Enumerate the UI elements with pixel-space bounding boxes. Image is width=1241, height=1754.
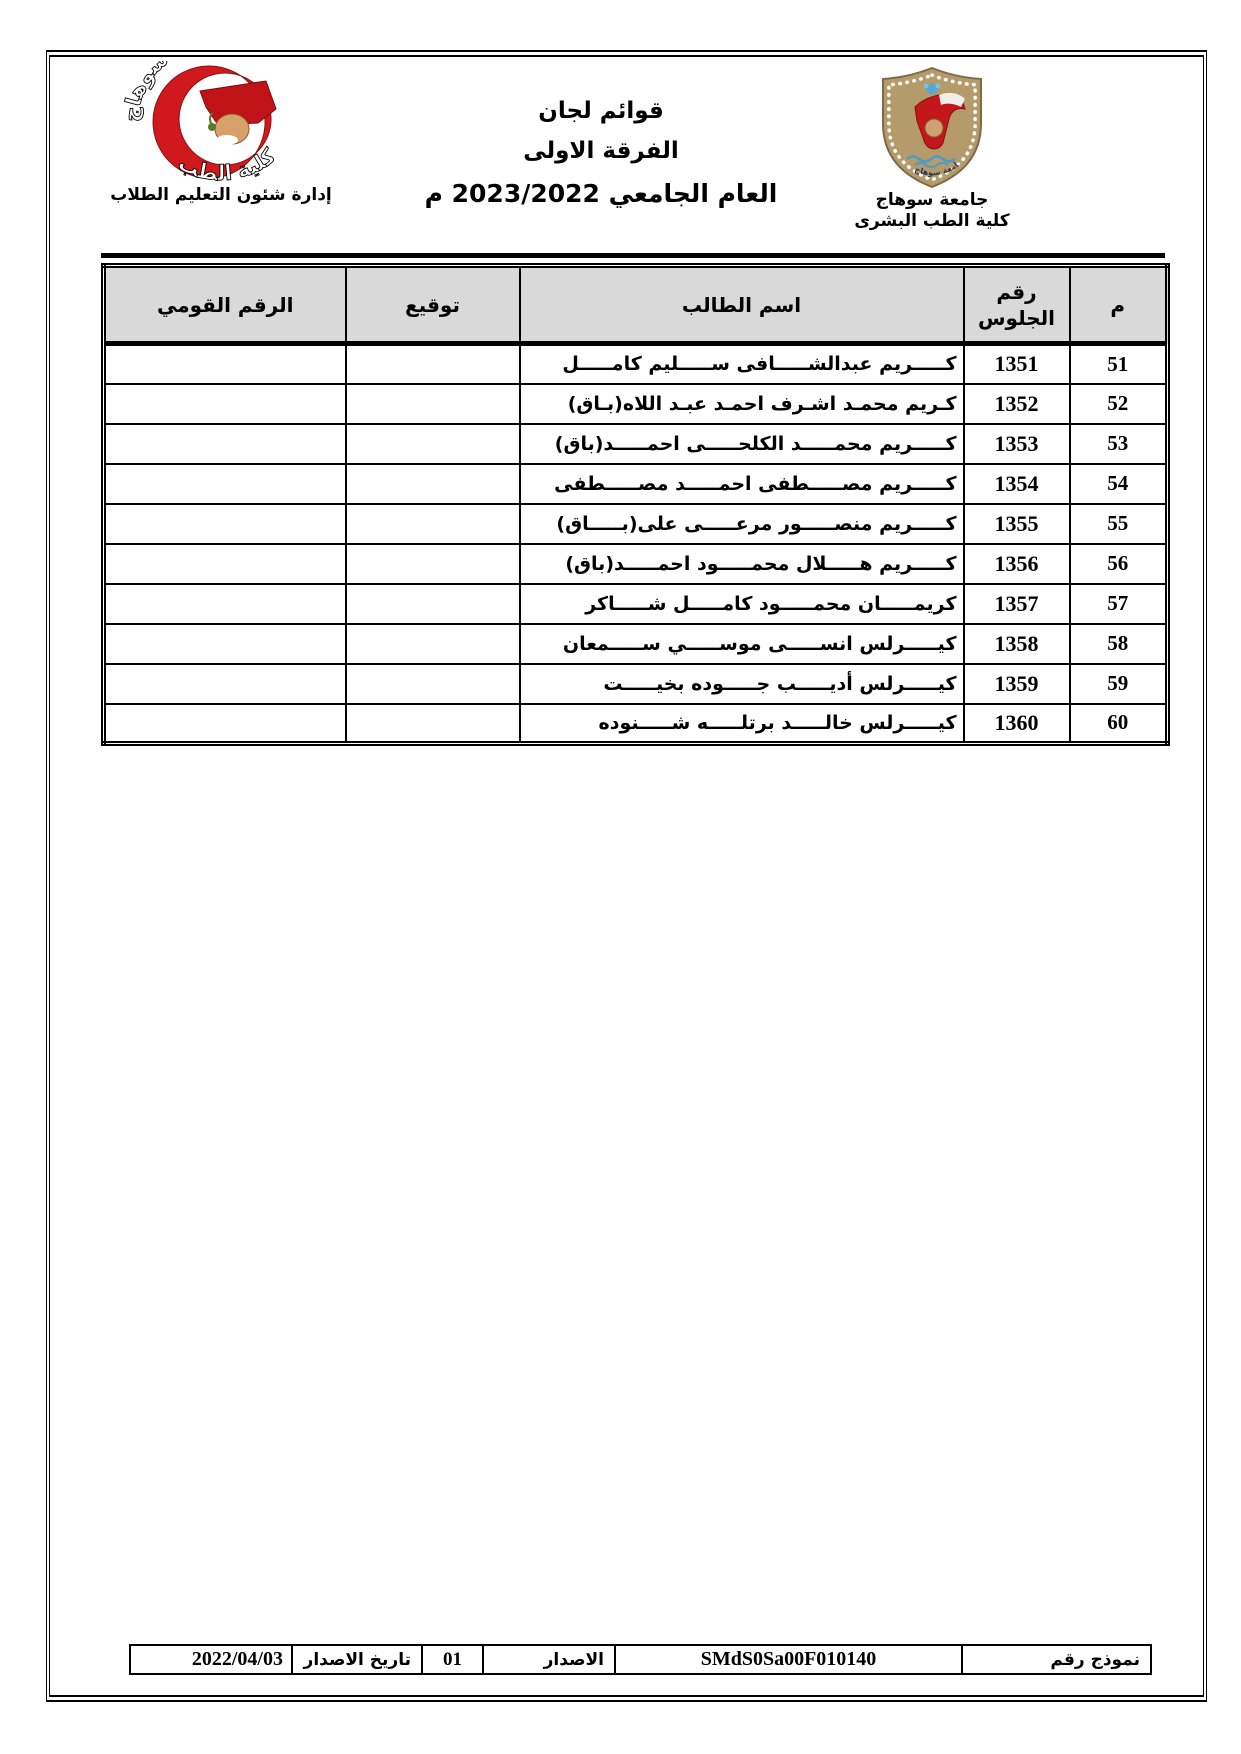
national-id-cell	[102, 342, 347, 385]
seat-number: 1360	[962, 702, 1071, 745]
signature-cell	[344, 622, 521, 665]
footer-row: نموذج رقم SMdS0Sa00F010140 الاصدار 01 تا…	[129, 1644, 1152, 1675]
seat-number: 1352	[962, 382, 1071, 425]
table-row: 52 1352 كـريم محمـد اشـرف احمـد عبـد الل…	[102, 382, 1169, 425]
national-id-cell	[102, 582, 347, 625]
student-name: كيـــــرلس خالـــــد برتلـــــه شـــــنو…	[518, 702, 965, 745]
national-id-cell	[102, 502, 347, 545]
row-index: 52	[1068, 382, 1169, 425]
issue-label: الاصدار	[482, 1644, 616, 1675]
form-code-value: SMdS0Sa00F010140	[614, 1644, 963, 1675]
signature-cell	[344, 422, 521, 465]
signature-cell	[344, 542, 521, 585]
university-name-caption: جامعة سوهاج	[875, 190, 989, 210]
signature-cell	[344, 582, 521, 625]
signature-cell	[344, 702, 521, 745]
faculty-crescent-logo-icon: جامعة سوهاج كلية الطب	[124, 61, 280, 183]
signature-cell	[344, 462, 521, 505]
student-name: كـــــريم منصـــــور مرعـــــى على(بــــ…	[518, 502, 965, 545]
national-id-cell	[102, 662, 347, 705]
faculty-logo-block: جامعة سوهاج كلية الطب إدارة شئون التعليم…	[81, 61, 361, 205]
row-index: 57	[1068, 582, 1169, 625]
header-separator-rule	[101, 253, 1165, 258]
table-row: 51 1351 كـــــريم عبدالشـــــافى ســـــل…	[102, 342, 1169, 385]
form-info-footer: نموذج رقم SMdS0Sa00F010140 الاصدار 01 تا…	[129, 1644, 1152, 1675]
page-border-frame: جامعة سوهاج كلية الطب إدارة شئون التعليم…	[46, 50, 1207, 1702]
signature-cell	[344, 382, 521, 425]
student-name: كـــــريم هـــــلال محمـــــود احمـــــد…	[518, 542, 965, 585]
table-row: 59 1359 كيـــــرلس أديـــــب جـــــوده ب…	[102, 662, 1169, 705]
signature-cell	[344, 502, 521, 545]
title-line-year-group: الفرقة الاولى	[523, 138, 679, 164]
col-header-national-id: الرقم القومي	[102, 264, 347, 346]
row-index: 55	[1068, 502, 1169, 545]
university-logo-block: جامعة سوهاج جامعة سوهاج كلية الطب البشرى	[812, 65, 1052, 232]
row-index: 56	[1068, 542, 1169, 585]
col-header-index: م	[1068, 264, 1169, 346]
issue-date-label: تاريخ الاصدار	[291, 1644, 423, 1675]
title-line-committees: قوائم لجان	[538, 98, 664, 124]
student-affairs-caption: إدارة شئون التعليم الطلاب	[110, 185, 332, 205]
row-index: 58	[1068, 622, 1169, 665]
title-line-academic-year: العام الجامعي 2023/2022 م	[424, 179, 778, 208]
table-row: 57 1357 كريمـــــان محمـــــود كامـــــل…	[102, 582, 1169, 625]
student-name: كريمـــــان محمـــــود كامـــــل شـــــا…	[518, 582, 965, 625]
table-row: 53 1353 كـــــريم محمـــــد الكلحـــــى …	[102, 422, 1169, 465]
signature-cell	[344, 342, 521, 385]
row-index: 53	[1068, 422, 1169, 465]
seat-number: 1354	[962, 462, 1071, 505]
student-name: كـــــريم عبدالشـــــافى ســـــليم كامــ…	[518, 342, 965, 385]
table-header-row: م رقم الجلوس اسم الطالب توقيع الرقم القو…	[102, 264, 1169, 346]
document-title-block: قوائم لجان الفرقة الاولى العام الجامعي 2…	[281, 91, 921, 217]
row-index: 51	[1068, 342, 1169, 385]
seat-number: 1359	[962, 662, 1071, 705]
student-name: كـريم محمـد اشـرف احمـد عبـد اللاه(بـاق)	[518, 382, 965, 425]
national-id-cell	[102, 462, 347, 505]
student-name: كـــــريم مصـــــطفى احمـــــد مصـــــطف…	[518, 462, 965, 505]
student-name: كـــــريم محمـــــد الكلحـــــى احمـــــ…	[518, 422, 965, 465]
seat-number: 1351	[962, 342, 1071, 385]
seat-number: 1355	[962, 502, 1071, 545]
table-row: 54 1354 كـــــريم مصـــــطفى احمـــــد م…	[102, 462, 1169, 505]
issue-date-value: 2022/04/03	[129, 1644, 293, 1675]
national-id-cell	[102, 702, 347, 745]
national-id-cell	[102, 382, 347, 425]
national-id-cell	[102, 542, 347, 585]
table-row: 55 1355 كـــــريم منصـــــور مرعـــــى ع…	[102, 502, 1169, 545]
seat-number: 1358	[962, 622, 1071, 665]
faculty-name-caption: كلية الطب البشرى	[854, 211, 1010, 231]
student-name: كيـــــرلس أديـــــب جـــــوده بخيـــــت	[518, 662, 965, 705]
national-id-cell	[102, 422, 347, 465]
table-row: 58 1358 كيـــــرلس انســـــى موســـــي س…	[102, 622, 1169, 665]
col-header-student-name: اسم الطالب	[518, 264, 965, 346]
committee-list-table: م رقم الجلوس اسم الطالب توقيع الرقم القو…	[101, 263, 1170, 746]
row-index: 59	[1068, 662, 1169, 705]
col-header-seat-number: رقم الجلوس	[962, 264, 1071, 346]
row-index: 54	[1068, 462, 1169, 505]
table-row: 60 1360 كيـــــرلس خالـــــد برتلـــــه …	[102, 702, 1169, 745]
form-number-label: نموذج رقم	[961, 1644, 1152, 1675]
seat-number: 1357	[962, 582, 1071, 625]
seat-number: 1356	[962, 542, 1071, 585]
national-id-cell	[102, 622, 347, 665]
university-shield-logo-icon: جامعة سوهاج	[877, 65, 982, 189]
student-name: كيـــــرلس انســـــى موســـــي ســـــمعا…	[518, 622, 965, 665]
issue-number-value: 01	[421, 1644, 484, 1675]
seat-number: 1353	[962, 422, 1071, 465]
table-row: 56 1356 كـــــريم هـــــلال محمـــــود ا…	[102, 542, 1169, 585]
row-index: 60	[1068, 702, 1169, 745]
col-header-signature: توقيع	[344, 264, 521, 346]
signature-cell	[344, 662, 521, 705]
